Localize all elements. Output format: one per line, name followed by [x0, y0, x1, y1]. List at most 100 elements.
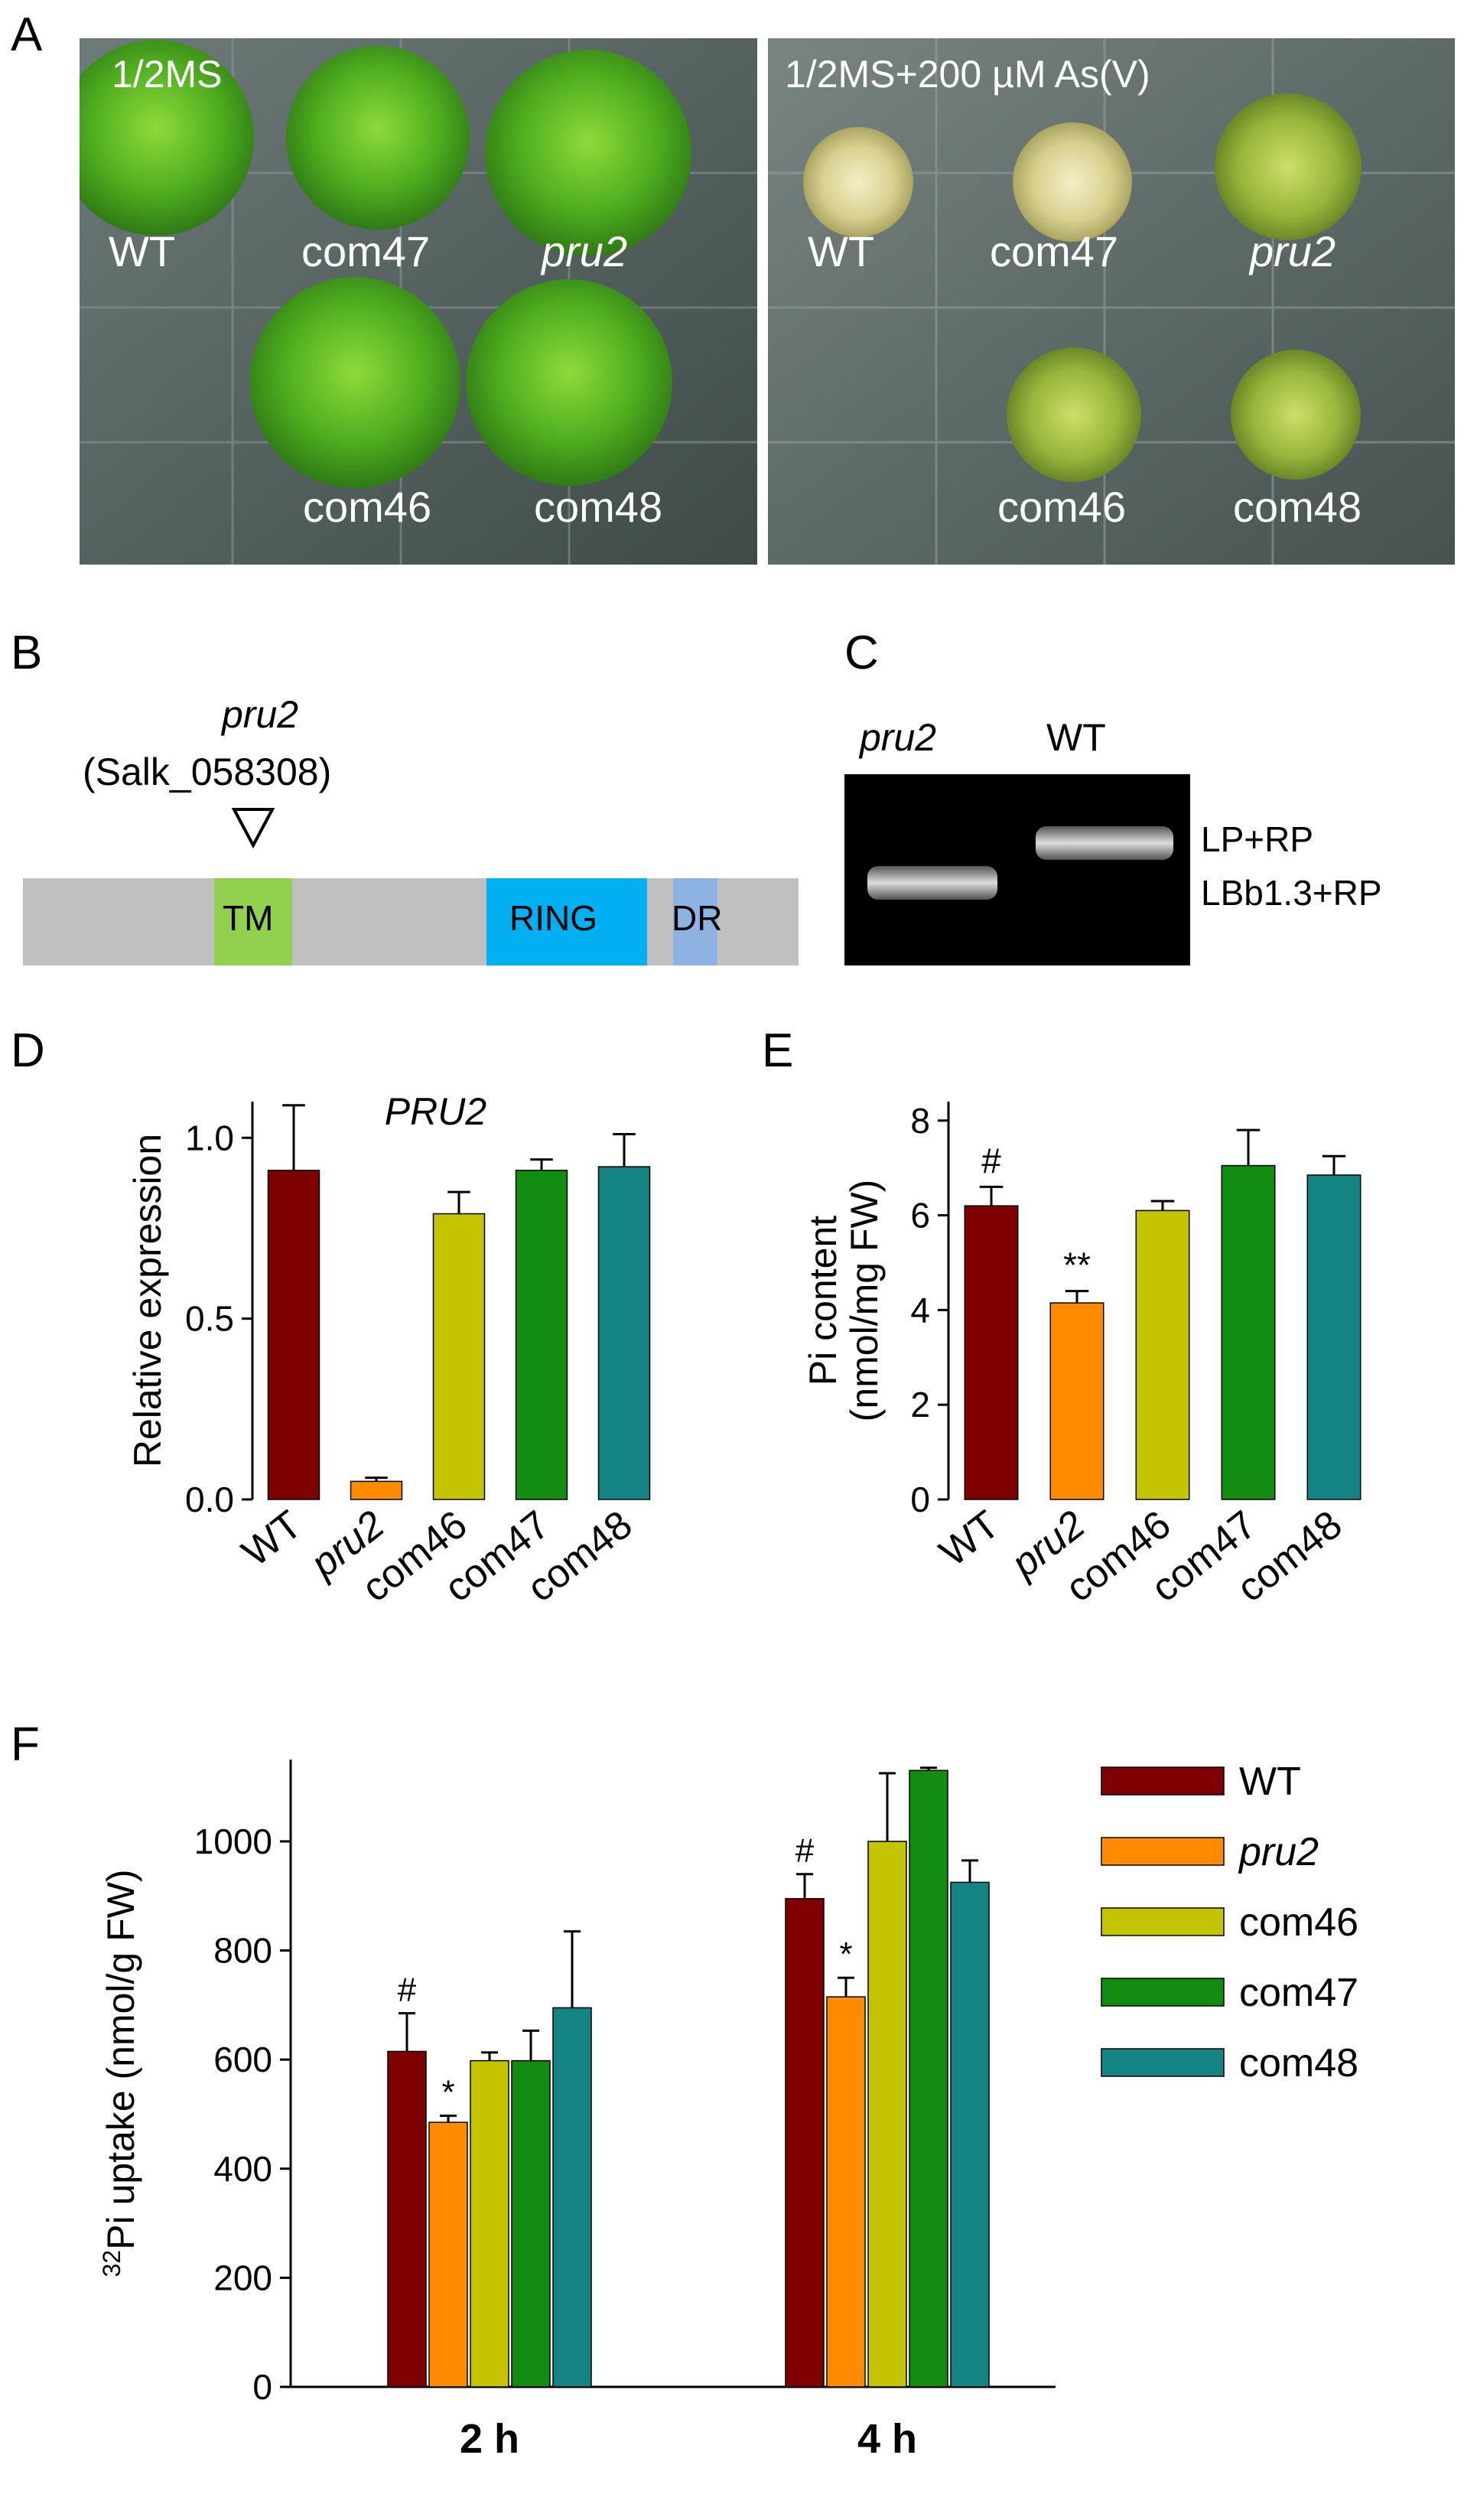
gel-image — [844, 774, 1190, 965]
chart-e-y-tick-label: 2 — [910, 1385, 930, 1424]
chart-e-bar-WT — [964, 1205, 1019, 1500]
chart-f-bar-com47-0 — [511, 2059, 551, 2388]
plate-photo-arsenate-image — [768, 38, 1455, 565]
chart-d-bar-WT — [267, 1170, 320, 1500]
gel-lane-label-pru2: pru2 — [860, 716, 937, 759]
panel-label-f: F — [11, 1718, 40, 1771]
genotype-label-com47: com47 — [301, 227, 431, 275]
chart-f-bar-com46-1 — [867, 1841, 907, 2388]
gel-band-label-lp-rp: LP+RP — [1201, 819, 1314, 859]
genotype-label-as-com48: com48 — [1233, 483, 1362, 531]
chart-f-y-tick-label: 0 — [252, 2367, 272, 2407]
genotype-label-as-pru2: pru2 — [1250, 227, 1336, 275]
chart-f-y-tick-label: 600 — [213, 2040, 272, 2079]
panel-label-c: C — [844, 627, 879, 679]
chart-f-x-tick-label: 4 h — [857, 2416, 917, 2462]
genotype-label-com46: com46 — [303, 483, 432, 531]
dr-domain-label: DR — [672, 898, 723, 938]
ring-domain — [486, 878, 647, 965]
genotype-label-as-com47: com47 — [990, 227, 1119, 275]
plate-photo-arsenate: 1/2MS+200 µM As(V) WT com47 pru2 com46 c… — [768, 38, 1455, 565]
chart-f-significance-mark: * — [839, 1936, 852, 1973]
chart-f-y-tick-label: 1000 — [194, 1822, 272, 1861]
rosette-as-com47 — [1013, 122, 1132, 242]
chart-f-legend-swatch — [1101, 1766, 1225, 1796]
chart-e-y-tick-label: 0 — [910, 1480, 930, 1519]
plate-photo-control: 1/2MS WT com47 pru2 com46 com48 — [80, 38, 757, 565]
chart-f-legend-swatch — [1101, 1978, 1225, 2007]
chart-f-bar-com48-0 — [552, 2007, 592, 2388]
condition-label-arsenate: 1/2MS+200 µM As(V) — [785, 53, 1150, 96]
rosette-as-pru2 — [1215, 93, 1362, 240]
chart-d-x-tick-label: WT — [234, 1503, 310, 1575]
tm-domain-label: TM — [223, 898, 274, 938]
panel-label-e: E — [762, 1024, 794, 1077]
chart-f-bar-com47-1 — [909, 1770, 948, 2388]
chart-f-bar-WT-1 — [785, 1898, 825, 2388]
chart-pi-uptake: 0 200 400 600 800 1000 32Pi uptake (nmol/g FW)… — [98, 1760, 1358, 2462]
gene-diagram-mutant-name: pru2 — [222, 693, 299, 736]
chart-f-y-tick-label: 200 — [213, 2258, 272, 2297]
ring-domain-label: RING — [509, 898, 597, 938]
chart-f-y-tick-label: 800 — [213, 1931, 272, 1971]
chart-f-y-tick-label: 400 — [213, 2149, 272, 2189]
chart-f-bar-com48-1 — [950, 1881, 990, 2388]
chart-f-significance-mark: # — [398, 1971, 417, 2009]
genotype-label-as-com46: com46 — [997, 483, 1127, 531]
chart-d-y-axis-label: Relative expression — [126, 1134, 169, 1467]
chart-d-y-tick-label: 1.0 — [185, 1118, 234, 1157]
chart-d-bar-pru2 — [350, 1480, 403, 1500]
genotype-label-as-wt: WT — [808, 227, 875, 275]
condition-label-control: 1/2MS — [112, 53, 223, 96]
genotype-label-com48: com48 — [534, 483, 663, 531]
gene-diagram-allele: (Salk_058308) — [83, 750, 332, 793]
chart-f-legend-label: com46 — [1239, 1900, 1358, 1945]
tm-domain — [214, 878, 292, 965]
chart-f-bar-pru2-1 — [826, 1996, 866, 2388]
rosette-com46 — [249, 277, 460, 488]
chart-e-significance-mark: ** — [1063, 1245, 1091, 1285]
rosette-com47 — [286, 46, 470, 230]
chart-e-x-tick-label: WT — [932, 1503, 1007, 1575]
gel-lane-label-wt: WT — [1046, 716, 1106, 759]
chart-e-significance-mark: # — [981, 1141, 1001, 1180]
gene-diagram — [23, 808, 799, 965]
rosette-wt — [80, 40, 254, 236]
chart-e-bar-com47 — [1221, 1164, 1276, 1500]
panel-label-a: A — [11, 8, 43, 61]
rosette-as-com48 — [1231, 350, 1361, 480]
gel-band-lp-rp — [1036, 826, 1173, 860]
rosette-as-com46 — [1007, 347, 1141, 482]
chart-f-legend-swatch — [1101, 1907, 1225, 1936]
chart-f-significance-mark: * — [441, 2074, 454, 2111]
chart-f-bar-com46-0 — [470, 2059, 509, 2388]
chart-f-bar-WT-0 — [387, 2050, 427, 2388]
chart-e-y-tick-label: 8 — [910, 1101, 930, 1141]
chart-d-y-tick-label: 0.5 — [185, 1299, 234, 1339]
genotype-label-wt: WT — [109, 227, 176, 275]
chart-e-y-axis-label: Pi content(nmol/mg FW) — [802, 1180, 886, 1422]
chart-d-title: PRU2 — [385, 1090, 487, 1133]
chart-f-bar-pru2-0 — [428, 2121, 468, 2388]
chart-f-y-axis-label: 32Pi uptake (nmol/g FW) — [98, 1870, 142, 2277]
gel-band-label-lbb13-rp: LBb1.3+RP — [1201, 873, 1382, 913]
gel-band-lbb13-rp — [867, 866, 997, 900]
chart-f-legend-label: com47 — [1239, 1971, 1358, 2015]
chart-d-bar-com48 — [597, 1166, 651, 1500]
chart-f-legend-label: pru2 — [1238, 1830, 1319, 1874]
chart-f-significance-mark: # — [795, 1832, 815, 1870]
chart-e-y-tick-label: 6 — [910, 1196, 930, 1236]
t-dna-insertion-marker — [231, 808, 275, 849]
gene-backbone — [23, 878, 799, 965]
chart-e-bar-com46 — [1135, 1210, 1190, 1500]
chart-f-legend-label: com48 — [1239, 2041, 1358, 2085]
chart-d-bar-com47 — [515, 1170, 568, 1500]
chart-e-y-tick-label: 4 — [910, 1290, 930, 1330]
chart-f-legend-swatch — [1101, 2048, 1225, 2077]
rosette-as-wt — [803, 127, 913, 237]
genotype-label-pru2: pru2 — [542, 227, 628, 275]
chart-d-y-tick-label: 0.0 — [185, 1480, 234, 1519]
plate-photo-control-image — [80, 38, 757, 565]
